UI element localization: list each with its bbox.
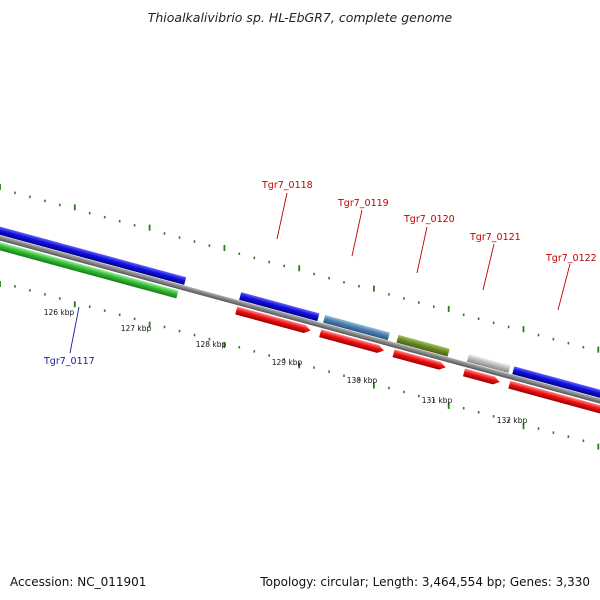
tick-marks-outer: [0, 184, 600, 353]
gene-label[interactable]: Tgr7_0118: [261, 180, 313, 191]
gene-label[interactable]: Tgr7_0121: [469, 232, 521, 243]
gene-feature[interactable]: [396, 334, 450, 357]
label-leader-line: [276, 192, 288, 240]
kbp-label: 126 kbp: [44, 308, 75, 317]
gene-label[interactable]: Tgr7_0117: [43, 356, 95, 367]
gene-feature[interactable]: [462, 368, 501, 385]
gene-feature[interactable]: [323, 314, 390, 341]
label-leader-line: [351, 209, 363, 257]
gene-feature[interactable]: [319, 329, 385, 354]
gene-label[interactable]: Tgr7_0120: [403, 214, 455, 225]
kbp-label: 128 kbp: [196, 340, 227, 349]
label-leader-line: [69, 306, 80, 354]
gene-feature[interactable]: [239, 292, 320, 322]
gene-feature[interactable]: [0, 239, 179, 299]
kbp-label: 130 kbp: [347, 376, 378, 385]
kbp-label: 132 kbp: [497, 416, 528, 425]
gene-label[interactable]: Tgr7_0119: [337, 198, 389, 209]
accession-text: Accession: NC_011901: [10, 575, 147, 589]
kbp-label: 127 kbp: [121, 324, 152, 333]
gene-feature[interactable]: [392, 349, 447, 371]
label-leader-line: [557, 263, 571, 311]
genome-summary-text: Topology: circular; Length: 3,464,554 bp…: [260, 575, 590, 589]
genome-backbone: [0, 232, 600, 409]
gene-feature[interactable]: [0, 224, 187, 285]
label-leader-line: [482, 243, 495, 291]
genome-title: Thioalkalivibrio sp. HL-EbGR7, complete …: [147, 10, 453, 25]
gene-feature[interactable]: [508, 380, 600, 420]
kbp-label: 131 kbp: [422, 396, 453, 405]
gene-label[interactable]: Tgr7_0122: [545, 253, 597, 264]
label-leader-line: [416, 226, 428, 274]
gene-feature[interactable]: [235, 306, 311, 335]
tick-marks-inner: [0, 281, 600, 450]
gene-feature[interactable]: [512, 366, 600, 403]
kbp-label: 129 kbp: [272, 358, 303, 367]
gene-feature[interactable]: [466, 354, 511, 374]
